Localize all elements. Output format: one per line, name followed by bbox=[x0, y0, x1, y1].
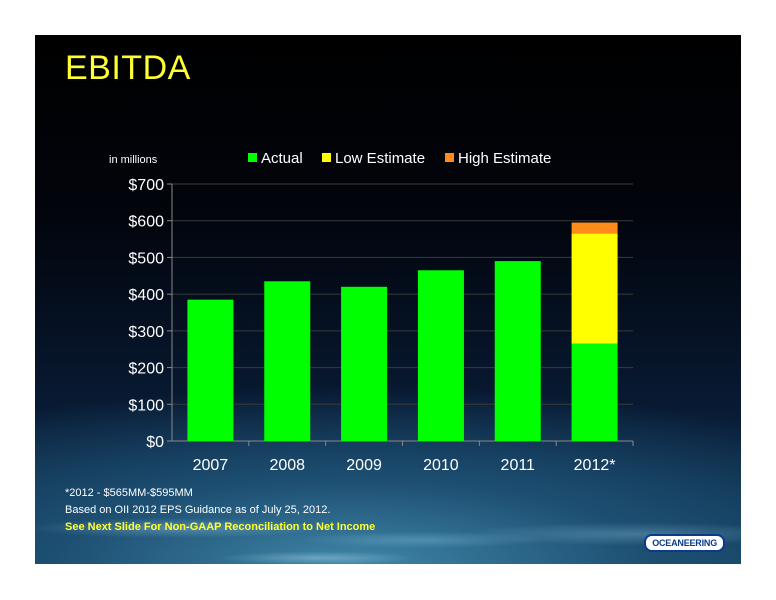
legend-swatch bbox=[248, 153, 257, 162]
x-tick-label: 2007 bbox=[193, 457, 229, 474]
slide-title: EBITDA bbox=[65, 49, 191, 87]
bar-high-estimate bbox=[571, 222, 618, 234]
ebitda-chart: $0 $100 $200 $300 $400 $500 $600 $700 2007 2008 20… bbox=[109, 150, 634, 474]
note-reconciliation: See Next Slide For Non-GAAP Reconciliati… bbox=[65, 521, 376, 533]
bar-actual bbox=[341, 286, 388, 441]
y-tick-label: $100 bbox=[128, 397, 164, 414]
y-tick-label: $600 bbox=[128, 214, 164, 231]
note-guidance: Based on OII 2012 EPS Guidance as of Jul… bbox=[65, 504, 331, 516]
note-range: *2012 - $565MM-$595MM bbox=[65, 487, 193, 499]
y-tick-label: $500 bbox=[128, 250, 164, 267]
water-background bbox=[35, 444, 741, 564]
y-tick-label: $300 bbox=[128, 324, 164, 341]
legend-label: Low Estimate bbox=[335, 150, 425, 167]
oceaneering-logo: OCEANEERING bbox=[644, 534, 725, 552]
y-axis-label: in millions bbox=[109, 154, 158, 166]
legend-swatch bbox=[322, 153, 331, 162]
legend-swatch bbox=[445, 153, 454, 162]
legend-label: Actual bbox=[261, 150, 303, 167]
legend-label: High Estimate bbox=[458, 150, 551, 167]
slide: EBITDA $0 $100 $200 $300 $400 $500 $600 $700 200… bbox=[35, 35, 741, 564]
bar-actual bbox=[264, 281, 311, 441]
x-tick-label: 2008 bbox=[269, 457, 305, 474]
bar-low-estimate bbox=[571, 233, 618, 344]
y-tick-label: $700 bbox=[128, 177, 164, 194]
bar-actual bbox=[417, 270, 464, 441]
bar-actual bbox=[187, 299, 234, 441]
bar-actual bbox=[494, 261, 541, 441]
x-tick-label: 2011 bbox=[501, 457, 536, 474]
y-tick-label: $0 bbox=[146, 434, 164, 451]
x-tick-label: 2012* bbox=[574, 457, 616, 474]
y-tick-label: $400 bbox=[128, 287, 164, 304]
bar-actual bbox=[571, 343, 618, 441]
x-tick-label: 2010 bbox=[423, 457, 459, 474]
y-tick-label: $200 bbox=[128, 361, 164, 378]
x-tick-label: 2009 bbox=[346, 457, 382, 474]
